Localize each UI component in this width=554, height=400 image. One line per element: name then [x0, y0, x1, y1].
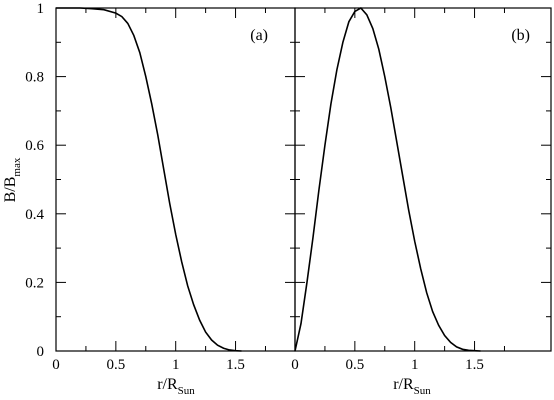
panel-a-x-axis-label: r/RSun: [157, 376, 195, 397]
y-tick-label: 1: [37, 1, 45, 17]
panel-b-ticks: 0 0.5 1 1.5: [291, 8, 551, 373]
x-tick-label: 1: [411, 357, 419, 373]
panel-a: (a) 0 0.5 1 1.5 0 0.2 0.4 0.6 0.8 1 r/RSun: [25, 1, 296, 397]
x-tick-label: 0.5: [345, 357, 364, 373]
panel-a-ticks: 0 0.5 1 1.5 0 0.2 0.4 0.6 0.8 1: [25, 1, 295, 373]
panel-a-frame: [55, 7, 296, 352]
panel-a-label: (a): [250, 27, 268, 44]
x-tick-label: 0: [291, 357, 299, 373]
x-tick-label: 0: [52, 357, 60, 373]
y-tick-label: 0.8: [25, 70, 44, 86]
y-tick-label: 0.4: [25, 207, 44, 223]
y-tick-label: 0.6: [25, 138, 44, 154]
panel-b: (b) 0 0.5 1 1.5 r/RSun: [291, 6, 552, 397]
y-tick-label: 0: [37, 344, 45, 360]
panel-b-curve: [294, 6, 481, 352]
panel-b-label: (b): [511, 27, 530, 44]
x-tick-label: 1.5: [226, 357, 245, 373]
y-tick-label: 0.2: [25, 275, 44, 291]
panel-b-x-axis-label: r/RSun: [393, 376, 431, 397]
panel-a-curve: [56, 7, 242, 352]
x-tick-label: 1.5: [465, 357, 484, 373]
panel-b-frame: [294, 7, 552, 352]
y-axis-label: B/Bmax: [2, 157, 23, 202]
x-tick-label: 1: [172, 357, 180, 373]
x-tick-label: 0.5: [106, 357, 125, 373]
